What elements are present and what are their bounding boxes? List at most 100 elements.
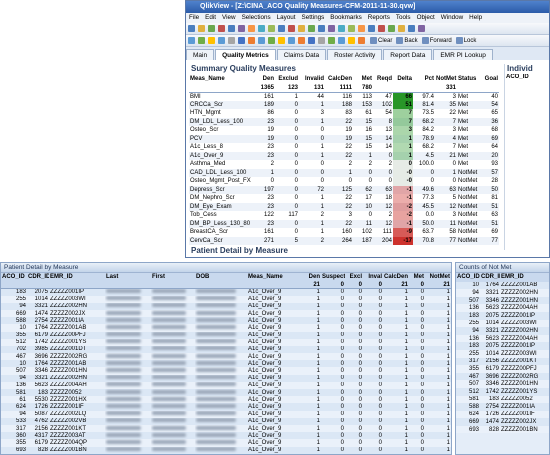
toolbar-icon[interactable] [348,25,355,32]
data-row[interactable]: Tob_Cess 122 117 2 3 0 2 -2 0.0 3 NotMet 63 [189,211,499,220]
data-row[interactable]: 588 2754 ZZZZZ001IA [456,403,549,411]
menu-item[interactable]: File [189,14,200,21]
column-header[interactable]: Goal [484,75,498,82]
column-header[interactable]: ACO_ID [2,274,25,281]
toolbar-icon[interactable] [208,25,215,32]
column-header[interactable]: Meas_Name [248,274,283,281]
data-row[interactable]: 183 2075 ZZZZZ001IP [456,311,549,320]
column-header[interactable]: Excl [349,274,362,281]
data-row[interactable]: 10 1764 ZZZZZ001AB [456,281,549,290]
data-row[interactable]: 507 3346 ZZZZZ001HN [456,380,549,388]
column-header[interactable]: DOB [196,274,210,281]
data-row[interactable]: 136 5623 ZZZZZ004AH [456,304,549,312]
menu-item[interactable]: Settings [301,14,325,21]
data-row[interactable]: 588 2754 ZZZZZ001IA A1c_Over_9 1 0 0 0 1 0 1 [1,317,451,325]
data-row[interactable]: 255 1014 ZZZZZ003WI A1c_Over_9 1 0 0 0 1 0 1 [1,295,451,303]
toolbar-icon[interactable] [455,37,463,44]
toolbar-icon[interactable] [248,25,255,32]
menu-item[interactable]: Edit [205,14,217,21]
data-row[interactable]: 94 5087 ZZZZZ002LQ A1c_Over_9 1 0 0 0 1 0 1 [1,410,451,418]
data-row[interactable]: 10 1764 ZZZZZ001AB A1c_Over_9 1 0 0 0 1 0 1 [1,324,451,332]
column-header[interactable]: Met [361,75,372,82]
data-row[interactable]: 94 3321 ZZZZZ002HN A1c_Over_9 1 0 0 0 1 0 1 [1,302,451,310]
toolbar-icon[interactable] [318,37,325,44]
menu-item[interactable]: Selections [241,14,271,21]
data-row[interactable]: 355 6179 ZZZZZ00PFJ A1c_Over_9 1 0 0 0 1 0 1 [1,331,451,339]
column-header[interactable]: Last [106,274,119,281]
toolbar-icon[interactable] [328,25,335,32]
data-row[interactable]: HTN_Mgmt 86 0 3 83 61 54 7 73.5 22 Met 65 [189,109,499,118]
data-row[interactable]: 507 3346 ZZZZZ001HN [456,296,549,305]
data-row[interactable]: DM_Nephro_Scr 23 0 1 22 17 18 -1 77.3 5 NotMet 81 [189,194,499,203]
toolbar-icon[interactable] [338,25,345,32]
sheet-tab[interactable]: EMR PI Lookup [433,49,493,60]
menu-item[interactable]: Help [469,14,483,21]
data-row[interactable]: 533 4762 ZZZZZ002VB A1c_Over_9 1 0 0 0 1 0 1 [1,417,451,425]
toolbar-icon[interactable] [198,37,205,44]
column-header[interactable]: Suspect [322,274,345,281]
data-row[interactable]: 355 6179 ZZZZZ00PFJ [456,365,549,373]
data-row[interactable]: 702 3985 ZZZZZ001DT A1c_Over_9 1 0 0 0 1 0 1 [1,345,451,354]
toolbar-icon[interactable] [318,25,325,32]
data-row[interactable]: DM_LDL_Less_100 23 0 1 22 15 8 7 68.2 7 Met 36 [189,117,499,126]
column-header[interactable]: EMR_ID [50,274,73,281]
toolbar-icon[interactable] [368,25,375,32]
data-row[interactable]: 255 1014 ZZZZZ003WI [456,319,549,328]
data-row[interactable]: 669 1474 ZZZZZ002JX [456,418,549,426]
column-header[interactable]: Reqd [377,75,392,82]
data-row[interactable]: 624 1726 ZZZZZ001IF [456,410,549,419]
column-header[interactable]: CalcDen [384,274,409,281]
menu-item[interactable]: View [222,14,236,21]
toolbar-icon[interactable] [338,37,345,44]
data-row[interactable]: A1c_Less_8 23 0 1 22 15 14 1 68.2 7 Met 64 [189,143,499,152]
data-row[interactable]: 693 828 ZZZZZ001BN [456,425,549,434]
toolbar-icon[interactable] [328,37,335,44]
data-row[interactable]: 255 1014 ZZZZZ003WI [456,349,549,358]
toolbar-icon[interactable] [198,25,205,32]
data-row[interactable]: 581 183 ZZZZZ0052 A1c_Over_9 1 0 0 0 1 0 1 [1,389,451,397]
column-header[interactable]: ACO_ID [506,74,529,80]
toolbar-icon[interactable] [398,25,405,32]
data-row[interactable]: 94 3321 ZZZZZ002HN [456,327,549,335]
menu-item[interactable]: Bookmarks [330,14,362,21]
sheet-tab[interactable]: Roster Activity [327,49,383,60]
toolbar-button[interactable]: Lock [463,38,477,44]
column-header[interactable]: Pct [424,75,434,82]
data-row[interactable]: 94 3321 ZZZZZ002HN [456,289,549,297]
data-row[interactable]: 183 2075 ZZZZZ001IP A1c_Over_9 1 0 0 0 1 0 1 [1,288,451,296]
data-row[interactable]: DM_Eye_Exam 23 0 1 22 10 12 -2 45.5 12 NotMet 51 [189,202,499,211]
toolbar-icon[interactable] [388,25,395,32]
data-row[interactable]: A1c_Over_9 23 0 1 22 1 0 1 4.5 21 Met 20 [189,151,499,160]
data-row[interactable]: 317 2156 ZZZZZ001KT A1c_Over_9 1 0 0 0 1 0 1 [1,424,451,433]
toolbar-icon[interactable] [421,37,429,44]
toolbar-icon[interactable] [268,37,275,44]
data-row[interactable]: CAD_LDL_Less_100 1 0 0 1 0 0 -0 0 1 NotMet 57 [189,168,499,177]
data-row[interactable]: 355 6179 ZZZZZ004QP A1c_Over_9 1 0 0 0 1 0 1 [1,439,451,447]
data-row[interactable]: 360 4317 ZZZZZ003AT A1c_Over_9 1 0 0 0 1 0 1 [1,432,451,440]
toolbar-icon[interactable] [228,37,235,44]
toolbar-button[interactable]: Back [404,38,418,44]
data-row[interactable]: DM_BP_Less_130_80 23 0 1 22 11 12 -1 50.0 11 NotMe… [189,219,499,228]
column-header[interactable]: Den [262,75,274,82]
column-header[interactable]: Den [308,274,320,281]
toolbar-icon[interactable] [288,25,295,32]
column-header[interactable]: EMR_ID [501,274,524,281]
data-row[interactable]: 507 3346 ZZZZZ001HN A1c_Over_9 1 0 0 0 1 0 1 [1,367,451,375]
toolbar-icon[interactable] [288,37,295,44]
toolbar-icon[interactable] [208,37,215,44]
data-row[interactable]: 669 1474 ZZZZZ002JX A1c_Over_9 1 0 0 0 1 0 1 [1,309,451,318]
sheet-tab[interactable]: Main [186,49,215,60]
column-header[interactable]: CDR_ID [28,274,49,281]
toolbar-icon[interactable] [278,25,285,32]
toolbar-icon[interactable] [396,37,404,44]
toolbar-icon[interactable] [278,37,285,44]
toolbar-icon[interactable] [408,25,415,32]
sheet-tab[interactable]: Claims Data [276,49,327,60]
data-row[interactable]: 61 5530 ZZZZZ001HX A1c_Over_9 1 0 0 0 1 0 1 [1,396,451,404]
column-header[interactable]: NotMet [436,75,457,82]
column-header[interactable]: Invalid [304,75,324,82]
toolbar-icon[interactable] [218,37,225,44]
data-row[interactable]: 581 183 ZZZZZ0052 [456,395,549,404]
data-row[interactable]: 10 1764 ZZZZZ001AB A1c_Over_9 1 0 0 0 1 0 1 [1,360,451,368]
data-row[interactable]: Osteo_Mgmt_Post_FX 0 0 0 0 0 0 -0 0 0 NotMet 28 [189,177,499,186]
